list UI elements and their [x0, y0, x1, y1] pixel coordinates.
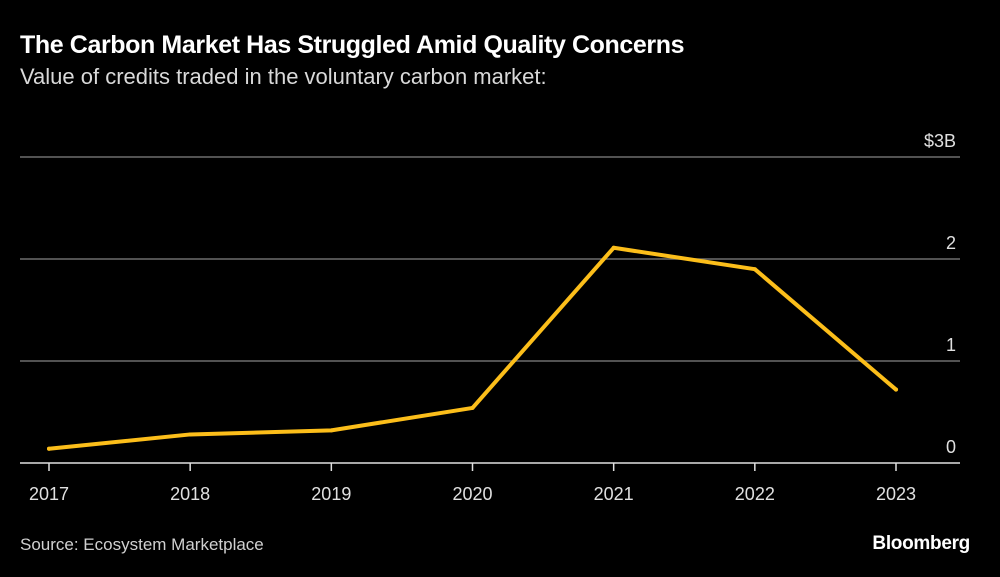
series-line	[47, 245, 898, 451]
x-tick-label: 2018	[170, 484, 210, 504]
data-point	[188, 432, 193, 437]
x-tick-label: 2021	[594, 484, 634, 504]
data-point	[894, 387, 898, 392]
data-point	[329, 428, 334, 433]
x-tick-label: 2019	[311, 484, 351, 504]
source-note: Source: Ecosystem Marketplace	[20, 535, 264, 554]
x-tick-label: 2017	[29, 484, 69, 504]
data-point	[611, 245, 616, 250]
x-tick-label: 2022	[735, 484, 775, 504]
chart-title: The Carbon Market Has Struggled Amid Qua…	[20, 31, 685, 59]
data-point	[470, 405, 475, 410]
x-tick-label: 2023	[876, 484, 916, 504]
y-tick-label: 2	[946, 233, 956, 253]
y-axis-tick-labels: 0 1 2 $3B	[924, 131, 956, 457]
y-tick-label: 1	[946, 335, 956, 355]
data-point	[752, 267, 757, 272]
gridlines	[20, 156, 960, 362]
chart-subtitle: Value of credits traded in the voluntary…	[20, 64, 547, 89]
bloomberg-logo: Bloomberg	[872, 533, 970, 554]
y-tick-label: $3B	[924, 131, 956, 151]
x-tick-label: 2020	[452, 484, 492, 504]
data-point	[47, 446, 51, 451]
y-tick-label: 0	[946, 437, 956, 457]
series-lines	[47, 245, 898, 451]
x-axis: 2017 2018 2019 2020 2021 2022 2023	[20, 462, 960, 504]
